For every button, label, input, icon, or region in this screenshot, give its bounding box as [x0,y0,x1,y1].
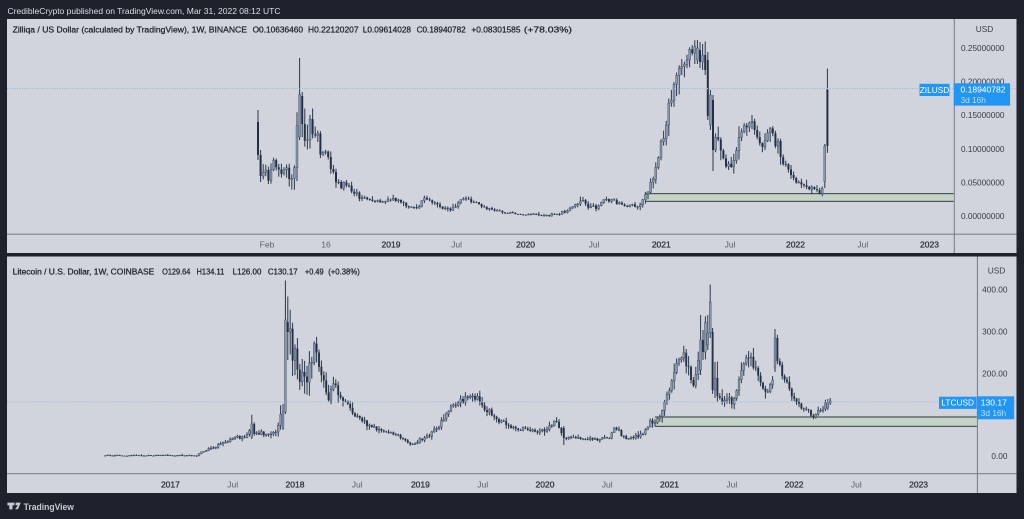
svg-text:400.00: 400.00 [982,285,1008,295]
svg-text:2023: 2023 [920,239,939,249]
svg-text:L126.00: L126.00 [233,267,262,276]
svg-text:2020: 2020 [536,479,555,489]
svg-text:16: 16 [321,239,331,249]
svg-text:3d 16h: 3d 16h [961,95,987,105]
svg-text:2019: 2019 [382,239,401,249]
svg-text:Jul: Jul [725,239,736,249]
svg-text:(+0.38%): (+0.38%) [328,267,360,276]
svg-text:O0.10636460: O0.10636460 [253,26,304,35]
svg-text:+0.49: +0.49 [305,267,324,276]
svg-text:LTCUSD: LTCUSD [941,398,974,408]
svg-text:Jul: Jul [451,239,462,249]
svg-text:2018: 2018 [286,479,305,489]
svg-text:+0.08301585: +0.08301585 [471,26,521,35]
svg-text:C0.18940782: C0.18940782 [417,26,466,35]
svg-text:0.15000000: 0.15000000 [961,110,1005,120]
svg-text:Jul: Jul [352,479,363,489]
svg-text:Jul: Jul [851,479,862,489]
svg-text:2022: 2022 [785,479,804,489]
svg-text:Zilliqa / US Dollar (calculate: Zilliqa / US Dollar (calculated by Tradi… [13,26,247,35]
svg-text:USD: USD [988,266,1006,276]
svg-text:0.25000000: 0.25000000 [961,43,1005,53]
svg-text:2023: 2023 [909,479,928,489]
svg-text:Jul: Jul [589,239,600,249]
svg-text:3d 16h: 3d 16h [981,408,1007,418]
svg-text:H134.11: H134.11 [197,267,225,276]
svg-text:O129.64: O129.64 [162,267,191,276]
svg-text:2020: 2020 [516,239,535,249]
svg-text:ZILUSD: ZILUSD [920,85,950,95]
svg-text:0.05000000: 0.05000000 [961,177,1005,187]
svg-text:2021: 2021 [652,239,671,249]
svg-text:300.00: 300.00 [982,327,1008,337]
svg-text:C130.17: C130.17 [268,267,298,276]
svg-text:2021: 2021 [660,479,679,489]
svg-text:0.18940782: 0.18940782 [961,85,1006,95]
svg-text:Jul: Jul [227,479,238,489]
svg-text:200.00: 200.00 [982,369,1008,379]
svg-text:Jul: Jul [857,239,868,249]
svg-text:Litecoin / U.S. Dollar, 1W, CO: Litecoin / U.S. Dollar, 1W, COINBASE [13,267,155,276]
svg-text:Jul: Jul [602,479,613,489]
svg-text:CredibleCrypto published on Tr: CredibleCrypto published on TradingView.… [8,6,281,16]
svg-text:(+78.03%): (+78.03%) [524,26,573,35]
svg-text:Jul: Jul [726,479,737,489]
svg-text:130.17: 130.17 [981,398,1007,408]
svg-text:0.10000000: 0.10000000 [961,144,1005,154]
svg-text:0.00: 0.00 [991,451,1008,461]
svg-text:0.00000000: 0.00000000 [961,211,1005,221]
svg-text:H0.22120207: H0.22120207 [308,26,359,35]
svg-text:2019: 2019 [411,479,430,489]
svg-text:2022: 2022 [786,239,805,249]
svg-text:TradingView: TradingView [24,502,75,512]
svg-text:Jul: Jul [477,479,488,489]
svg-text:L0.09614028: L0.09614028 [363,26,411,35]
svg-text:0.20000000: 0.20000000 [961,77,1005,87]
svg-text:USD: USD [976,24,994,34]
svg-text:Feb: Feb [260,239,275,249]
svg-text:2017: 2017 [161,479,180,489]
